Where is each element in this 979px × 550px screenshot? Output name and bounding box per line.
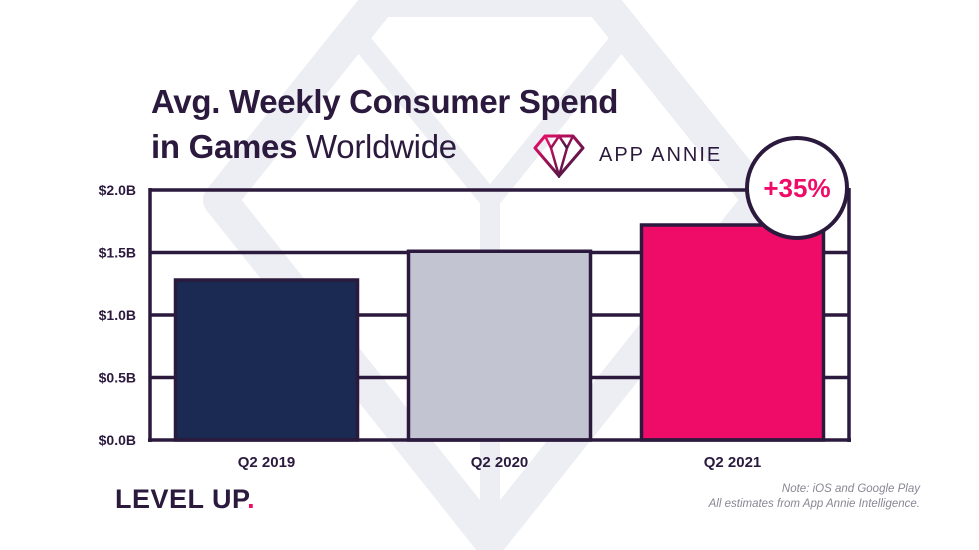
level-up-logo: LEVEL UP. <box>115 484 255 515</box>
level-up-text: LEVEL UP <box>115 484 248 514</box>
note-line-2: All estimates from App Annie Intelligenc… <box>708 498 920 510</box>
level-up-dot: . <box>247 484 256 514</box>
x-tick-label: Q2 2021 <box>704 454 762 471</box>
chart-title-line1: Avg. Weekly Consumer Spend <box>151 83 619 120</box>
source-note: Note: iOS and Google Play All estimates … <box>709 482 920 512</box>
x-tick-label: Q2 2019 <box>238 454 296 471</box>
diamond-icon <box>533 133 585 178</box>
bar <box>639 223 826 442</box>
bar <box>173 278 360 442</box>
x-tick-label: Q2 2020 <box>471 454 529 471</box>
y-tick-label: $1.5B <box>99 245 136 261</box>
chart-title-bold-part: in Games <box>151 128 298 165</box>
brand-name: APP ANNIE <box>599 143 723 166</box>
y-tick-label: $1.0B <box>99 307 136 323</box>
note-line-1: Note: iOS and Google Play <box>781 483 920 495</box>
growth-badge: +35% <box>745 136 849 240</box>
y-tick-label: $0.0B <box>99 432 136 448</box>
y-tick-label: $0.5B <box>99 370 136 386</box>
chart-title-regular-part: Worldwide <box>306 128 457 165</box>
app-annie-logo: APP ANNIE <box>533 132 722 178</box>
chart-title-line2: in Games Worldwide <box>151 128 457 166</box>
y-tick-label: $2.0B <box>99 182 136 198</box>
bar <box>406 249 593 442</box>
